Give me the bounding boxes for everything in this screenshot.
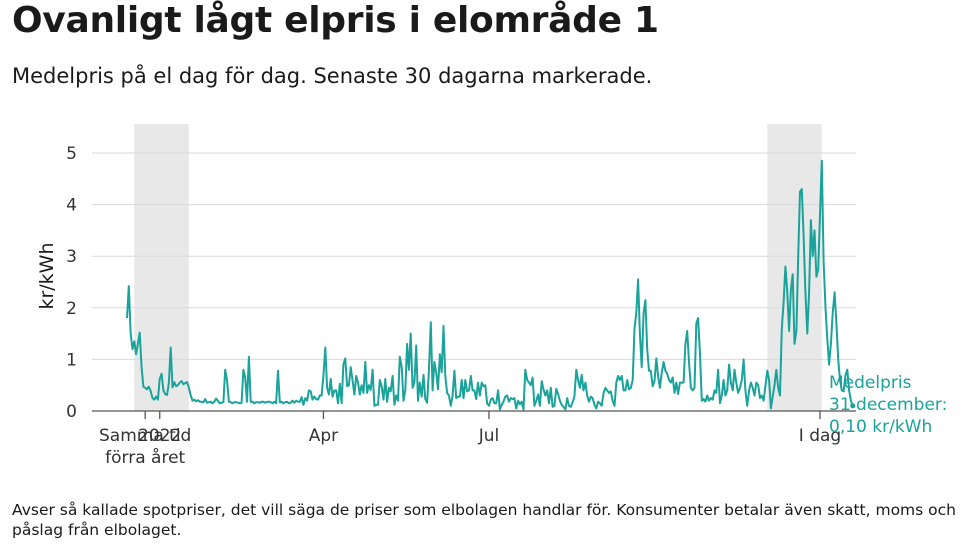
series-group [126,159,856,411]
price-annotation: Medelpris 31 december: 0,10 kr/kWh [829,373,947,437]
y-axis-label: kr/kWh [36,242,58,309]
x-tick-label: Apr [309,426,338,446]
annotation-text: Medelpris 31 december: 0,10 kr/kWh [829,373,947,437]
highlight-band-1 [134,124,189,411]
series-line-1 [126,159,854,411]
y-tick-label: 4 [66,196,77,216]
chart-subtitle: Medelpris på el dag för dag. Senaste 30 … [12,64,653,88]
x-tick-label: 2022 [138,426,181,446]
y-tick-label: 3 [66,247,77,267]
chart-title: Ovanligt lågt elpris i elområde 1 [12,0,659,41]
y-tick-label: 2 [66,299,77,319]
latest-point [850,403,856,409]
grid-lines [92,152,856,412]
x-tick-label: Samma tid förra året [99,426,191,468]
x-tick-label: Jul [478,426,500,446]
y-tick-label: 1 [66,350,77,370]
x-tick-label: I dag [799,426,841,446]
footnote: Avser så kallade spotpriser, det vill sä… [12,501,956,539]
y-tick-label: 0 [66,402,77,422]
highlight-ranges [134,124,822,411]
y-tick-label: 5 [66,144,77,164]
y-axis-ticks: 0 1 2 3 4 5 [66,144,77,422]
highlight-band-2 [767,124,822,411]
